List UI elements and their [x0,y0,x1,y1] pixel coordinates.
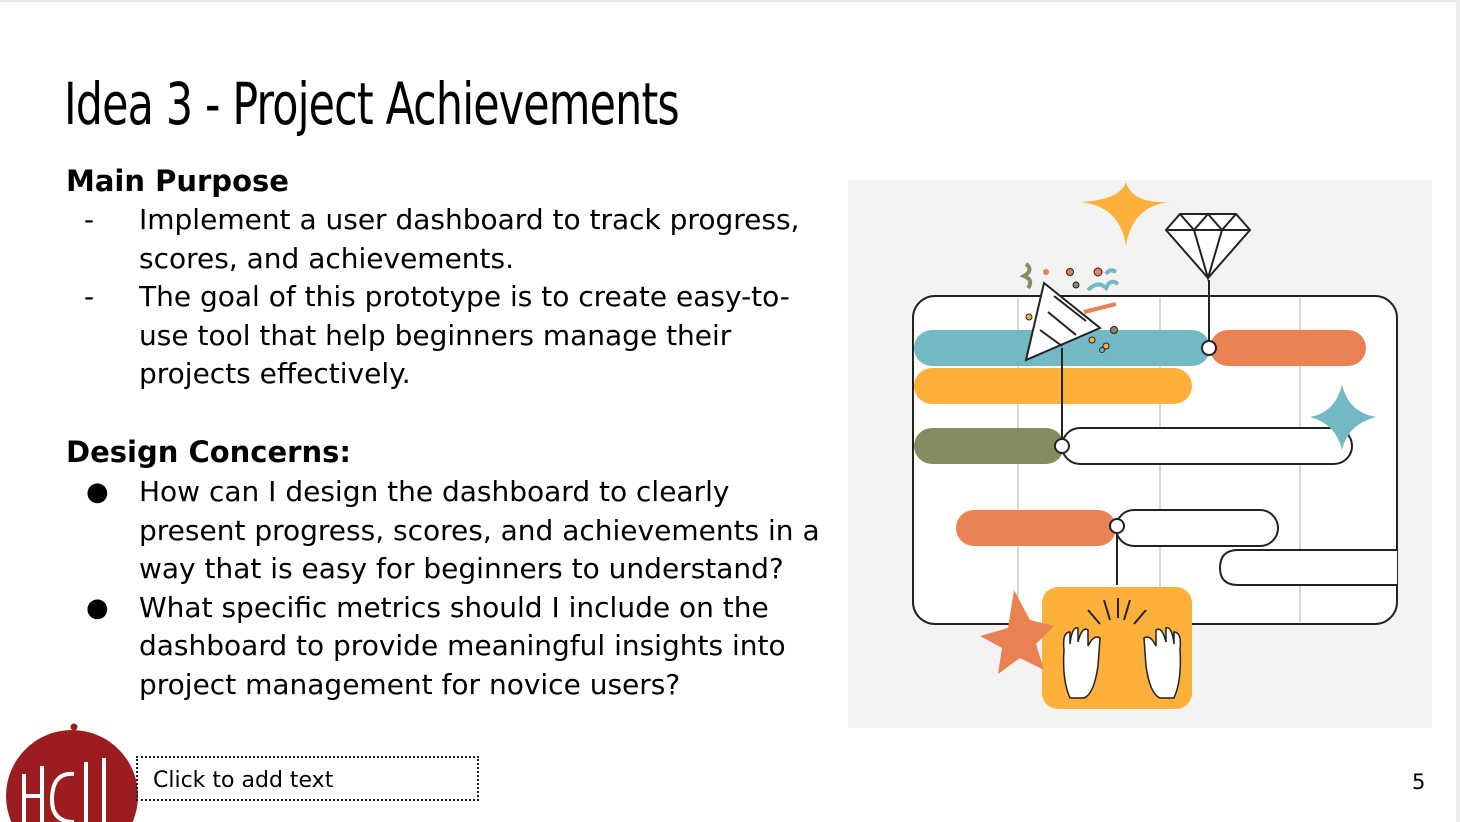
slide-title[interactable]: Idea 3 - Project Achievements [64,70,680,138]
list-item[interactable]: ● What specific metrics should I include… [66,589,839,705]
achievement-illustration[interactable] [848,180,1432,728]
text-placeholder-box[interactable]: Click to add text [136,756,479,801]
gantt-celebration-illustration [912,182,1398,709]
main-purpose-heading[interactable]: Main Purpose [66,164,289,198]
list-item[interactable]: - The goal of this prototype is to creat… [66,278,839,394]
list-item-text: What specific metrics should I include o… [139,590,786,701]
bullet-marker: ● [86,477,109,507]
placeholder-text: Click to add text [153,768,334,793]
top-border [0,0,1460,2]
hcii-logo [4,722,140,822]
list-item-text: How can I design the dashboard to clearl… [139,475,820,585]
list-item[interactable]: ● How can I design the dashboard to clea… [66,473,839,589]
list-item[interactable]: - Implement a user dashboard to track pr… [66,201,839,278]
right-border [1456,0,1460,822]
hcii-logo-graphic [6,723,138,822]
design-concerns-heading[interactable]: Design Concerns: [66,435,351,469]
bullet-marker: ● [86,592,109,623]
main-purpose-list[interactable]: - Implement a user dashboard to track pr… [66,201,839,394]
page-number: 5 [1412,770,1426,794]
list-item-text: The goal of this prototype is to create … [139,280,790,390]
dash-marker: - [84,280,95,313]
design-concerns-list[interactable]: ● How can I design the dashboard to clea… [66,473,839,704]
list-item-text: Implement a user dashboard to track prog… [139,203,800,275]
dash-marker: - [84,203,95,236]
